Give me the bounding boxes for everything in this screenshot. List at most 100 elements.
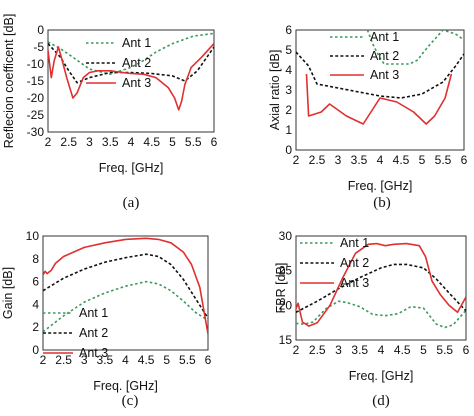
y-axis-title: FBR [dB]	[274, 263, 288, 314]
series-line-c-3	[43, 237, 208, 335]
x-tick-label: 5.5	[185, 135, 202, 149]
y-tick-label: 0	[32, 343, 39, 357]
legend-label: Ant 2	[79, 326, 108, 340]
x-tick-label: 4	[377, 153, 384, 167]
x-tick-label: 5.5	[179, 353, 196, 367]
x-tick-label: 2.5	[309, 153, 326, 167]
x-tick-label: 4	[378, 343, 385, 357]
legend-label: Ant 1	[340, 236, 369, 250]
legend-c: Ant 1 Ant 2 Ant 3	[43, 306, 108, 360]
x-tick-label: 2.5	[55, 353, 72, 367]
x-tick-label: 6	[461, 153, 468, 167]
x-tick-label: 3	[86, 135, 93, 149]
x-tick-label: 2.5	[309, 343, 326, 357]
series-line-b-2	[296, 51, 464, 99]
x-axis-title: Freq. [GHz]	[99, 161, 164, 175]
plot-frame-b	[295, 29, 465, 151]
figure-caption: (d)	[372, 393, 390, 409]
plot-frame-d	[295, 235, 467, 341]
y-tick-label: -20	[27, 91, 45, 105]
y-tick-label: 5	[285, 43, 292, 57]
y-tick-label: 0	[37, 23, 44, 37]
series-line-b-3	[305, 73, 453, 125]
legend-label: Ant 2	[122, 56, 151, 70]
y-tick-label: -25	[27, 108, 45, 122]
legend-label: Ant 3	[122, 76, 151, 90]
y-axis-title: Axial ratio [dB]	[268, 50, 282, 131]
y-tick-label: 2	[32, 320, 39, 334]
y-tick-label: -5	[33, 40, 44, 54]
legend-label: Ant 3	[370, 68, 399, 82]
y-tick-label: 6	[285, 23, 292, 37]
x-tick-label: 5	[163, 353, 170, 367]
y-tick-label: 20	[279, 298, 293, 312]
legend-label: Ant 2	[340, 256, 369, 270]
series-line-d-3	[296, 242, 466, 327]
legend-label: Ant 1	[79, 306, 108, 320]
x-tick-label: 3.5	[102, 135, 119, 149]
y-tick-label: 4	[32, 297, 39, 311]
x-tick-label: 4.5	[143, 135, 160, 149]
x-axis-title: Freq. [GHz]	[348, 179, 413, 193]
legend-a: Ant 1 Ant 2 Ant 3	[86, 36, 151, 90]
x-tick-label: 2	[40, 353, 47, 367]
x-tick-label: 5	[169, 135, 176, 149]
legend-label: Ant 3	[79, 346, 108, 360]
y-tick-label: 6	[32, 275, 39, 289]
legend-d: Ant 1 Ant 2 Ant 3	[300, 236, 369, 290]
series-line-d-1	[296, 300, 466, 329]
x-tick-label: 3.5	[351, 343, 368, 357]
x-tick-label: 5.5	[436, 343, 453, 357]
x-tick-label: 2	[293, 343, 300, 357]
y-axis-title: Gain [dB]	[1, 267, 15, 319]
y-tick-label: 3	[285, 83, 292, 97]
x-tick-label: 4.5	[394, 343, 411, 357]
chart-d: 2 2.5 3 3.5 4 4.5 5 5.5 6 15 20 25 30 Freq. [GHz] FBR …	[274, 229, 470, 409]
x-tick-label: 2.5	[60, 135, 77, 149]
plot-frame-c	[42, 235, 209, 351]
y-tick-label: 10	[26, 229, 40, 243]
x-tick-label: 6	[211, 135, 218, 149]
series-line-d-2	[296, 263, 466, 314]
y-tick-label: 2	[285, 103, 292, 117]
x-tick-label: 2	[293, 153, 300, 167]
legend-label: Ant 3	[340, 276, 369, 290]
legend-label: Ant 2	[370, 49, 399, 63]
legend-label: Ant 1	[122, 36, 151, 50]
x-axis-title: Freq. [GHz]	[349, 369, 414, 383]
series-line-b-1	[366, 30, 464, 65]
figure-caption: (b)	[373, 195, 391, 211]
x-tick-label: 3.5	[351, 153, 368, 167]
plot-frame-a	[47, 29, 215, 133]
x-tick-label: 4.5	[393, 153, 410, 167]
legend-label: Ant 1	[370, 30, 399, 44]
x-tick-label: 3.5	[97, 353, 114, 367]
y-tick-label: 0	[285, 143, 292, 157]
y-axis-title: Reflecion coefficent [dB]	[2, 14, 16, 149]
x-tick-label: 5.5	[435, 153, 452, 167]
y-tick-label: 25	[279, 264, 293, 278]
y-tick-label: 15	[279, 333, 293, 347]
y-tick-label: 30	[279, 229, 293, 243]
y-tick-label: -15	[27, 74, 45, 88]
legend-b: Ant 1 Ant 2 Ant 3	[330, 30, 399, 82]
series-line-c-1	[43, 280, 208, 333]
y-tick-label: 4	[285, 63, 292, 77]
y-tick-label: -10	[27, 57, 45, 71]
x-tick-label: 5	[419, 153, 426, 167]
x-tick-label: 2	[45, 135, 52, 149]
x-tick-label: 4.5	[138, 353, 155, 367]
figure-caption: (a)	[123, 195, 140, 211]
x-tick-label: 5	[420, 343, 427, 357]
y-tick-label: -30	[27, 125, 45, 139]
series-line-c-2	[43, 253, 208, 319]
x-tick-label: 3	[335, 153, 342, 167]
x-tick-label: 4	[122, 353, 129, 367]
figure-caption: (c)	[122, 393, 139, 409]
x-tick-label: 6	[463, 343, 470, 357]
x-tick-label: 3	[335, 343, 342, 357]
series-line-a-3	[48, 43, 214, 111]
y-tick-label: 8	[32, 252, 39, 266]
